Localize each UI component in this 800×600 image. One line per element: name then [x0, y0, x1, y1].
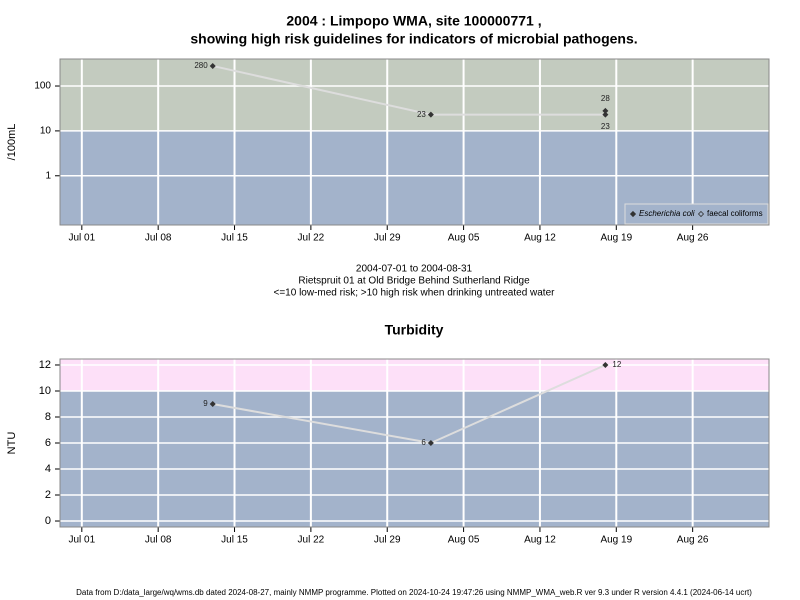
- footer: Data from D:/data_large/wq/wms.db dated …: [76, 588, 752, 597]
- value-label: 280: [194, 61, 208, 70]
- x-tick-label: Aug 19: [600, 535, 632, 546]
- y-tick-label: 10: [40, 126, 52, 137]
- x-tick-label: Jul 22: [298, 535, 325, 546]
- high-band: [60, 359, 769, 391]
- data-point: [209, 400, 216, 407]
- x-tick-label: Aug 12: [524, 233, 556, 244]
- annotation: 2004-07-01 to 2004-08-31: [356, 264, 473, 275]
- high-band: [60, 59, 769, 131]
- x-tick-label: Jul 01: [68, 233, 95, 244]
- data-point: [602, 361, 609, 368]
- y-axis-label: NTU: [6, 432, 18, 455]
- value-label: 9: [203, 399, 208, 408]
- y-tick-label: 12: [39, 359, 51, 371]
- value-label: 23: [417, 110, 426, 119]
- data-point: [427, 111, 434, 118]
- y-tick-label: 0: [45, 515, 51, 527]
- data-point: [602, 107, 609, 114]
- y-tick-label: 6: [45, 437, 51, 449]
- x-tick-label: Aug 05: [448, 233, 480, 244]
- x-tick-label: Aug 12: [524, 535, 556, 546]
- y-axis-label: /100mL: [6, 124, 18, 161]
- plot-frame: [59, 58, 770, 226]
- x-tick-label: Jul 29: [374, 233, 401, 244]
- y-tick-label: 4: [45, 463, 51, 475]
- x-tick-label: Jul 08: [145, 535, 172, 546]
- x-tick-label: Jul 15: [221, 535, 248, 546]
- x-tick-label: Jul 22: [298, 233, 325, 244]
- y-tick-label: 10: [39, 385, 51, 397]
- value-label: 12: [612, 360, 621, 369]
- chart-title: 2004 : Limpopo WMA, site 100000771 ,: [286, 13, 541, 29]
- y-tick-label: 2: [45, 489, 51, 501]
- x-tick-label: Aug 05: [448, 535, 480, 546]
- plot-frame: [59, 358, 770, 528]
- x-tick-label: Jul 01: [68, 535, 95, 546]
- legend-label: Escherichia coli: [639, 209, 695, 218]
- x-tick-label: Aug 26: [677, 535, 709, 546]
- legend-label: faecal coliforms: [707, 209, 763, 218]
- value-label: 6: [421, 438, 426, 447]
- data-point: [602, 111, 609, 118]
- x-tick-label: Jul 29: [374, 535, 401, 546]
- y-tick-label: 1: [45, 170, 51, 181]
- value-label: 28: [601, 94, 610, 103]
- x-tick-label: Jul 15: [221, 233, 248, 244]
- x-tick-label: Aug 26: [677, 233, 709, 244]
- chart-title: showing high risk guidelines for indicat…: [190, 31, 637, 47]
- data-point: [427, 440, 434, 446]
- legend-box: [624, 203, 769, 225]
- annotation: <=10 low-med risk; >10 high risk when dr…: [274, 288, 556, 299]
- value-label: 23: [601, 122, 610, 131]
- y-tick-label: 8: [45, 411, 51, 423]
- y-tick-label: 100: [34, 81, 51, 92]
- legend-marker: [697, 210, 705, 218]
- data-point: [209, 62, 216, 69]
- x-tick-label: Aug 19: [600, 233, 632, 244]
- annotation: Rietspruit 01 at Old Bridge Behind Suthe…: [298, 276, 530, 287]
- chart-title: Turbidity: [385, 322, 444, 338]
- legend-marker: [629, 210, 637, 218]
- x-tick-label: Jul 08: [145, 233, 172, 244]
